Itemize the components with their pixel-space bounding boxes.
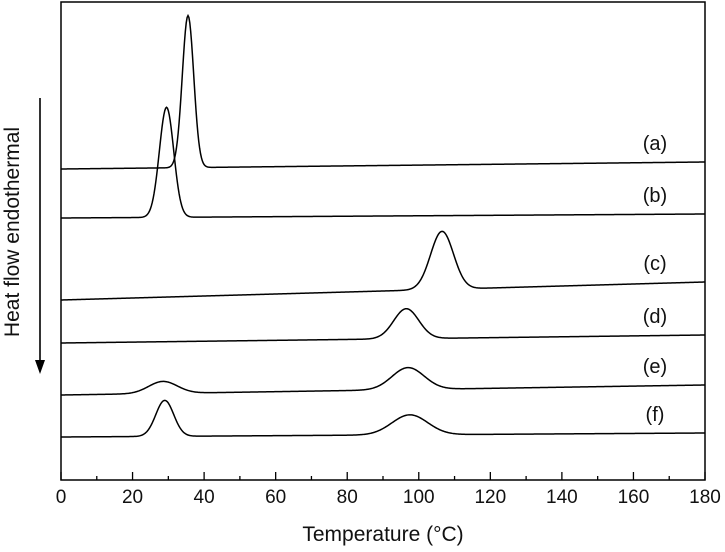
series-line-b	[60, 106, 706, 219]
series-line-a	[60, 13, 706, 170]
x-tick-label: 40	[194, 487, 215, 508]
series-line-f	[60, 399, 706, 438]
x-tick-label: 0	[56, 487, 67, 508]
plot-frame	[60, 1, 706, 481]
x-tick-label: 100	[403, 487, 435, 508]
series-line-e	[60, 366, 706, 396]
series-label-d: (d)	[643, 306, 667, 328]
series-label-e: (e)	[643, 356, 667, 378]
x-axis-label: Temperature (°C)	[302, 523, 463, 546]
series-label-a: (a)	[643, 133, 667, 155]
x-tick-label: 180	[689, 487, 721, 508]
y-arrow-icon	[35, 98, 45, 374]
y-axis-label: Heat flow endothermal	[1, 127, 24, 337]
x-tick-label: 60	[265, 487, 286, 508]
x-tick-label: 20	[122, 487, 143, 508]
x-tick-label: 160	[618, 487, 650, 508]
series-label-b: (b)	[643, 185, 667, 207]
series-line-c	[60, 230, 706, 301]
series-label-f: (f)	[646, 404, 665, 426]
x-ticks: 0 20 40 60 80 100 120 140 160 180	[56, 472, 721, 508]
x-tick-label: 140	[546, 487, 578, 508]
x-tick-label: 120	[474, 487, 506, 508]
series-curves	[60, 13, 706, 438]
series-labels: (a) (b) (c) (d) (e) (f)	[643, 133, 667, 426]
x-tick-label: 80	[337, 487, 358, 508]
series-label-c: (c)	[643, 253, 666, 275]
series-line-d	[60, 307, 706, 344]
